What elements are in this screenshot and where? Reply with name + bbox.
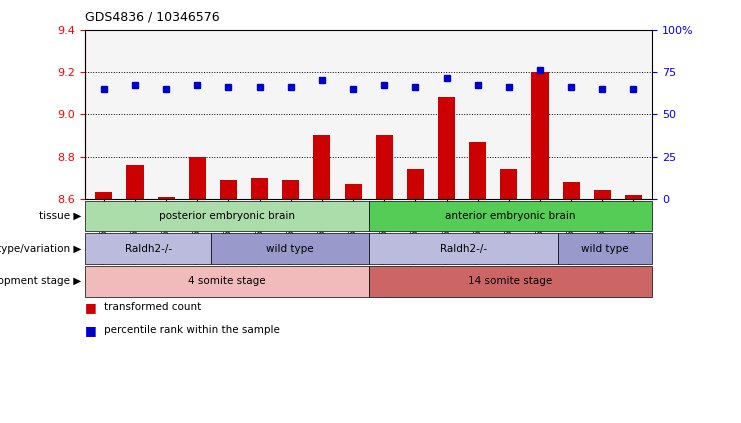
Text: 4 somite stage: 4 somite stage	[188, 276, 266, 286]
Bar	[251, 178, 268, 199]
Text: percentile rank within the sample: percentile rank within the sample	[104, 325, 279, 335]
Bar	[625, 195, 642, 199]
Bar	[345, 184, 362, 199]
Bar	[96, 192, 113, 199]
Bar	[376, 135, 393, 199]
Text: tissue ▶: tissue ▶	[39, 211, 82, 221]
Bar	[531, 72, 548, 199]
Text: Raldh2-/-: Raldh2-/-	[124, 244, 172, 254]
Bar	[500, 169, 517, 199]
Text: posterior embryonic brain: posterior embryonic brain	[159, 211, 295, 221]
Bar	[594, 190, 611, 199]
Bar	[438, 97, 455, 199]
Bar	[282, 180, 299, 199]
Bar	[220, 180, 237, 199]
Bar	[562, 182, 579, 199]
Bar	[127, 165, 144, 199]
Text: GDS4836 / 10346576: GDS4836 / 10346576	[85, 11, 220, 24]
Text: wild type: wild type	[581, 244, 628, 254]
Text: ■: ■	[85, 324, 97, 337]
Text: ■: ■	[85, 301, 97, 313]
Text: transformed count: transformed count	[104, 302, 201, 312]
Text: development stage ▶: development stage ▶	[0, 276, 82, 286]
Text: wild type: wild type	[266, 244, 313, 254]
Bar	[407, 169, 424, 199]
Bar	[313, 135, 330, 199]
Bar	[469, 142, 486, 199]
Text: anterior embryonic brain: anterior embryonic brain	[445, 211, 576, 221]
Bar	[158, 197, 175, 199]
Bar	[189, 157, 206, 199]
Text: Raldh2-/-: Raldh2-/-	[439, 244, 487, 254]
Text: genotype/variation ▶: genotype/variation ▶	[0, 244, 82, 254]
Text: 14 somite stage: 14 somite stage	[468, 276, 553, 286]
